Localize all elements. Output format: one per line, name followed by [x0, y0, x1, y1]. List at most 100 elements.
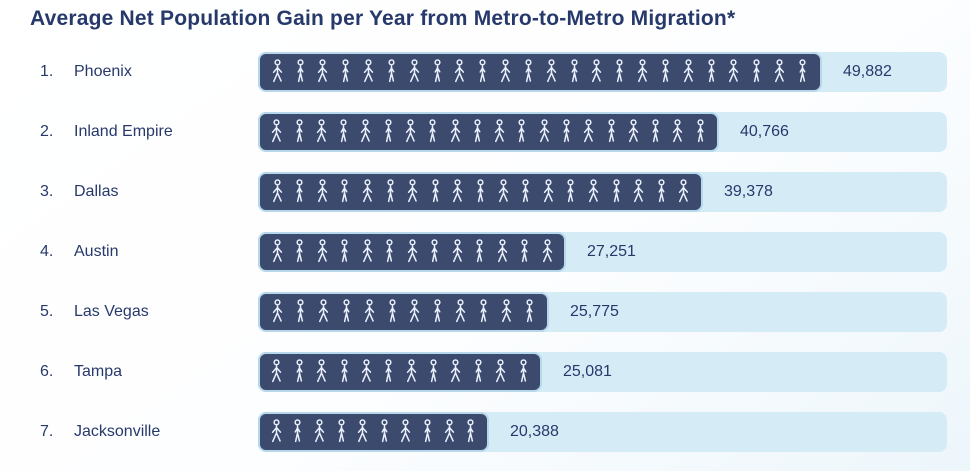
- walking-person-icon: [361, 118, 371, 142]
- city-label: Dallas: [74, 183, 119, 200]
- chart-row: 7. Jacksonville 20,388: [0, 412, 970, 452]
- walking-person-icon: [518, 118, 525, 142]
- walking-person-icon: [343, 298, 350, 322]
- pictogram-chart: Average Net Population Gain per Year fro…: [0, 7, 970, 471]
- bar: [258, 112, 719, 152]
- walking-person-icon: [495, 358, 506, 382]
- chart-row: 6. Tampa 25,081: [0, 352, 970, 392]
- walking-person-icon: [729, 58, 739, 82]
- walking-person-icon: [697, 118, 704, 142]
- walking-person-icon: [567, 178, 574, 202]
- walking-person-icon: [546, 58, 556, 82]
- walking-person-icon: [272, 178, 282, 202]
- walking-person-icon: [519, 358, 527, 382]
- walking-person-icon: [434, 298, 441, 322]
- walking-person-icon: [450, 118, 460, 142]
- walking-person-icon: [592, 58, 602, 82]
- rank-label: 4.: [40, 243, 54, 260]
- city-label: Las Vegas: [74, 303, 149, 320]
- walking-person-icon: [451, 358, 461, 382]
- rank-label: 2.: [40, 123, 54, 140]
- rank-label: 5.: [40, 303, 54, 320]
- value-label: 25,081: [563, 363, 612, 380]
- walking-person-icon: [526, 298, 533, 322]
- walking-person-icon: [753, 58, 760, 82]
- bar-track: 25,081: [258, 352, 947, 392]
- walking-person-icon: [522, 178, 529, 202]
- walking-person-icon: [340, 358, 348, 382]
- walking-person-icon: [407, 238, 417, 262]
- walking-person-icon: [799, 58, 806, 82]
- walking-person-icon: [607, 118, 615, 142]
- walking-person-icon: [405, 118, 416, 142]
- rank-label: 6.: [40, 363, 54, 380]
- chart-row: 5. Las Vegas 25,775: [0, 292, 970, 332]
- city-label: Inland Empire: [74, 123, 173, 140]
- walking-person-icon: [539, 118, 549, 142]
- walking-person-icon: [525, 58, 532, 82]
- walking-person-icon: [612, 178, 620, 202]
- walking-person-icon: [501, 298, 512, 322]
- walking-person-icon: [318, 58, 328, 82]
- walking-person-icon: [444, 418, 454, 442]
- walking-person-icon: [628, 118, 638, 142]
- walking-person-icon: [432, 178, 439, 202]
- rank-label: 7.: [40, 423, 54, 440]
- walking-person-icon: [296, 178, 303, 202]
- walking-person-icon: [363, 58, 374, 82]
- walking-person-icon: [407, 178, 418, 202]
- walking-person-icon: [317, 178, 327, 202]
- walking-person-icon: [342, 58, 349, 82]
- walking-person-icon: [381, 418, 388, 442]
- walking-person-icon: [272, 118, 282, 142]
- chart-row: 3. Dallas 39,378: [0, 172, 970, 212]
- walking-person-icon: [658, 178, 665, 202]
- bar-track: 25,775: [258, 292, 947, 332]
- walking-person-icon: [386, 238, 393, 262]
- walking-person-icon: [474, 118, 481, 142]
- walking-person-icon: [456, 298, 466, 322]
- bar: [258, 292, 549, 332]
- walking-person-icon: [475, 358, 482, 382]
- walking-person-icon: [341, 238, 348, 262]
- walking-person-icon: [479, 58, 486, 82]
- bar-track: 40,766: [258, 112, 947, 152]
- chart-row: 2. Inland Empire 40,766: [0, 112, 970, 152]
- walking-person-icon: [297, 58, 304, 82]
- city-label: Austin: [74, 243, 119, 260]
- bar: [258, 352, 542, 392]
- walking-person-icon: [294, 418, 301, 442]
- walking-person-icon: [429, 118, 436, 142]
- bar: [258, 232, 566, 272]
- walking-person-icon: [341, 178, 348, 202]
- walking-person-icon: [406, 358, 416, 382]
- bar-track: 27,251: [258, 232, 947, 272]
- value-label: 40,766: [740, 123, 789, 140]
- walking-person-icon: [386, 178, 394, 202]
- walking-person-icon: [452, 238, 462, 262]
- value-label: 27,251: [587, 243, 636, 260]
- walking-person-icon: [633, 178, 644, 202]
- walking-person-icon: [637, 58, 648, 82]
- walking-person-icon: [455, 58, 465, 82]
- walking-person-icon: [388, 58, 395, 82]
- walking-person-icon: [616, 58, 623, 82]
- walking-person-icon: [361, 358, 372, 382]
- chart-row: 4. Austin 27,251: [0, 232, 970, 272]
- walking-person-icon: [297, 298, 304, 322]
- walking-person-icon: [388, 298, 396, 322]
- walking-person-icon: [467, 418, 474, 442]
- walking-person-icon: [272, 238, 282, 262]
- walking-person-icon: [340, 118, 347, 142]
- walking-person-icon: [272, 298, 283, 322]
- walking-person-icon: [317, 238, 327, 262]
- walking-person-icon: [571, 58, 578, 82]
- walking-person-icon: [652, 118, 659, 142]
- walking-person-icon: [410, 298, 420, 322]
- value-label: 20,388: [510, 423, 559, 440]
- value-label: 49,882: [843, 63, 892, 80]
- walking-person-icon: [385, 358, 392, 382]
- walking-person-icon: [707, 58, 715, 82]
- city-label: Tampa: [74, 363, 123, 380]
- chart-title: Average Net Population Gain per Year fro…: [30, 7, 736, 30]
